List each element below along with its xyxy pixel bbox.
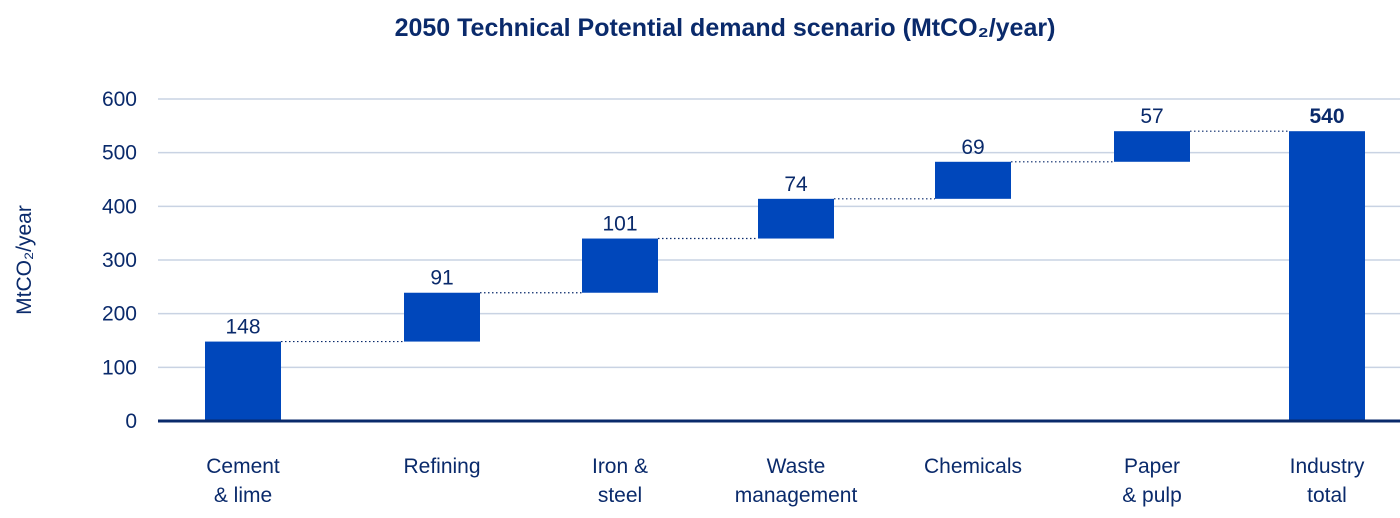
category-label-line: total [1307, 484, 1347, 507]
category-label-line: steel [598, 484, 642, 507]
category-label: Refining [403, 455, 480, 478]
y-tick-label: 300 [102, 249, 137, 272]
data-label: 101 [602, 213, 637, 236]
bar [1289, 131, 1365, 421]
y-axis-label: MtCO₂/year [13, 205, 36, 315]
bar [935, 161, 1011, 199]
y-tick-label: 500 [102, 142, 137, 165]
category-label: Cement & lime [206, 455, 280, 507]
data-label: 148 [225, 316, 260, 339]
category-label-line: Iron & [592, 455, 648, 478]
category-label-line: Waste [767, 455, 826, 478]
data-label: 57 [1140, 105, 1163, 128]
category-label: Waste management [735, 455, 858, 507]
category-label-line: Cement [206, 455, 280, 478]
y-tick-label: 600 [102, 88, 137, 111]
category-label: Industry total [1290, 455, 1365, 507]
category-label: Paper & pulp [1122, 455, 1182, 507]
data-label: 91 [430, 267, 453, 290]
bar [758, 198, 834, 239]
data-label: 540 [1309, 105, 1344, 128]
category-label-line: Industry [1290, 455, 1365, 478]
category-label: Chemicals [924, 455, 1022, 478]
bar [582, 238, 658, 293]
data-label: 69 [961, 136, 984, 159]
category-label: Iron & steel [592, 455, 648, 507]
chart-title: 2050 Technical Potential demand scenario… [394, 14, 1056, 42]
category-label-line: Paper [1124, 455, 1180, 478]
category-label-line: management [735, 484, 858, 507]
y-tick-label: 400 [102, 195, 137, 218]
bar [205, 341, 281, 421]
bar [1114, 131, 1190, 162]
category-label-line: Chemicals [924, 455, 1022, 478]
category-label-line: & pulp [1122, 484, 1182, 507]
category-label-line: Refining [403, 455, 480, 478]
y-tick-label: 200 [102, 303, 137, 326]
bar [404, 292, 480, 342]
data-label: 74 [784, 173, 808, 196]
y-tick-label: 100 [102, 356, 137, 379]
y-tick-label: 0 [125, 410, 137, 433]
category-label-line: & lime [214, 484, 272, 507]
